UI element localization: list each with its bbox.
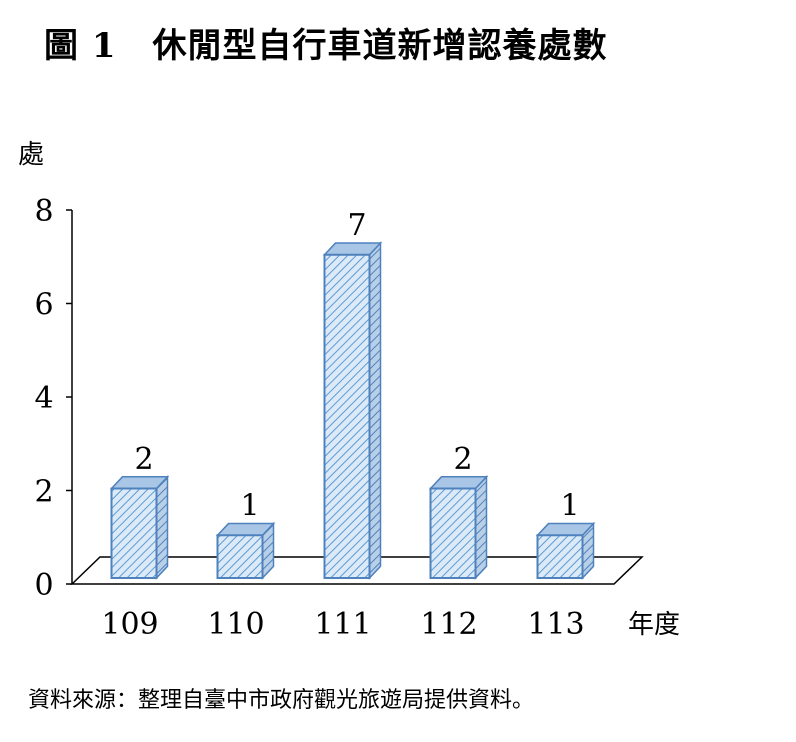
bars xyxy=(109,241,596,580)
y-tick-label: 8 xyxy=(34,194,53,229)
bar-front xyxy=(110,487,158,579)
bar xyxy=(428,474,489,580)
chart-floor xyxy=(70,556,644,585)
y-tick-label: 0 xyxy=(34,568,53,603)
x-tick-label: 113 xyxy=(527,607,584,642)
bar-top xyxy=(109,476,170,490)
figure-title-text: 休閒型自行車道新增認養處數 xyxy=(152,26,608,66)
y-tick-label: 4 xyxy=(34,381,53,416)
bar-front xyxy=(216,534,264,579)
bar-top xyxy=(428,476,489,490)
bar-chart: 0 2 4 6 8 109 110 111 112 113 2 1 7 2 1 xyxy=(34,194,644,642)
x-axis-label: 年度 xyxy=(628,610,681,640)
x-tick-label: 112 xyxy=(420,607,477,642)
bar-top xyxy=(215,522,276,536)
figure-title: 圖 1 休閒型自行車道新增認養處數 xyxy=(44,18,608,67)
bar-side xyxy=(368,241,382,580)
bar xyxy=(215,521,276,580)
data-label: 7 xyxy=(347,208,366,243)
source-note: 資料來源：整理自臺中市政府觀光旅遊局提供資料。 xyxy=(28,688,535,713)
bar-front xyxy=(429,487,477,579)
bar xyxy=(322,241,383,580)
bar-top xyxy=(535,522,596,536)
y-tick-label: 2 xyxy=(34,475,53,510)
bar-front xyxy=(323,253,371,579)
data-label: 1 xyxy=(240,489,259,524)
bar xyxy=(109,474,170,580)
bar-side xyxy=(155,474,169,580)
x-tick-label: 110 xyxy=(207,607,264,642)
x-tick-label: 109 xyxy=(101,607,158,642)
y-axis-label: 處 xyxy=(18,140,45,170)
data-labels: 2 1 7 2 1 xyxy=(134,208,579,524)
bar-side xyxy=(474,474,488,580)
bar-top xyxy=(322,242,383,256)
figure-number: 圖 1 xyxy=(44,26,117,66)
bar xyxy=(535,521,596,580)
data-label: 2 xyxy=(134,442,153,477)
x-tick-label: 111 xyxy=(314,607,371,642)
data-label: 2 xyxy=(453,442,472,477)
y-tick-label: 6 xyxy=(34,288,53,323)
data-label: 1 xyxy=(560,489,579,524)
bar-front xyxy=(536,534,584,579)
